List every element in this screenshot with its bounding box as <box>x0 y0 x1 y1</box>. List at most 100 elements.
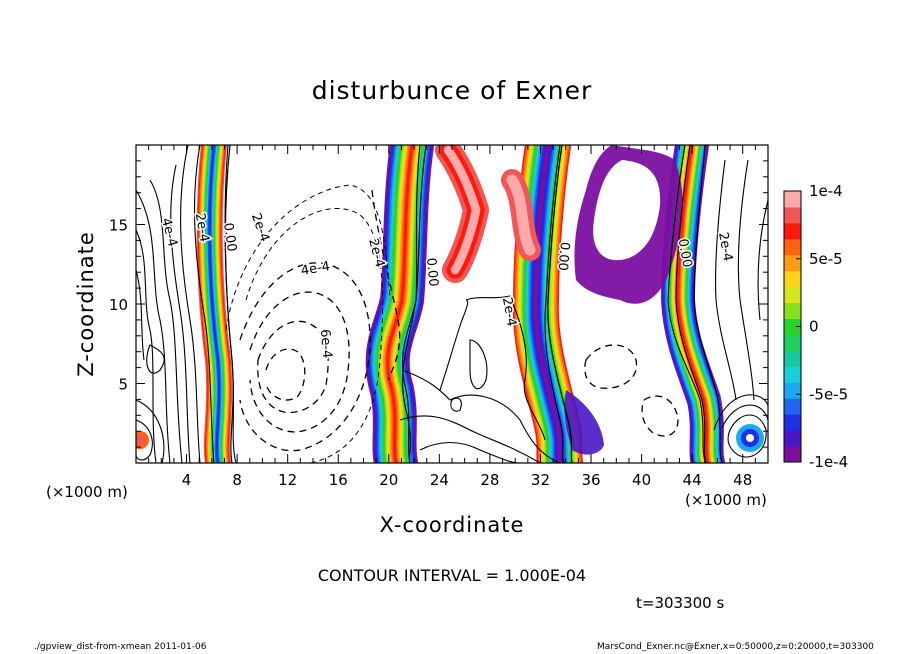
colorbar-swatch <box>784 366 801 383</box>
contour-label: 6e-4 <box>317 329 334 359</box>
colorbar-tick-label: -1e-4 <box>809 453 848 471</box>
dashed-contours <box>239 189 679 452</box>
contour-line <box>149 179 183 463</box>
color-band <box>564 390 604 455</box>
colorbar-swatch <box>784 238 801 256</box>
contour-line <box>136 229 157 463</box>
colorbar-swatch <box>784 191 801 208</box>
contour-line <box>180 145 201 463</box>
colorbar-swatch <box>784 414 801 431</box>
colorbar-swatch <box>784 382 801 399</box>
color-bands <box>136 145 764 463</box>
dashed-contours-thin <box>225 184 391 463</box>
contour-line <box>371 189 401 381</box>
contour-line <box>136 419 153 461</box>
colorbar: 1e-4 5e-5 0 -5e-5 -1e-4 <box>783 182 848 471</box>
colorbar-swatch <box>784 318 801 335</box>
colorbar-swatch <box>784 302 801 320</box>
contour-line <box>419 442 521 463</box>
contour-line <box>136 399 165 463</box>
plot-title: disturbunce of Exner <box>311 76 593 105</box>
colorbar-swatch <box>784 206 801 224</box>
contour-interval-label: CONTOUR INTERVAL = 1.000E-04 <box>317 566 587 585</box>
colorbar-swatch <box>784 254 801 272</box>
colorbar-swatch <box>784 446 801 463</box>
color-band <box>443 145 481 275</box>
contour-line <box>641 395 679 437</box>
color-band <box>534 145 562 463</box>
contour-label: 0.00 <box>423 257 440 287</box>
x-tick-label: 12 <box>278 471 297 489</box>
contour-line <box>249 291 350 433</box>
solid-contours <box>136 145 768 463</box>
contour-line <box>721 404 768 429</box>
colorbar-swatch <box>784 286 801 304</box>
contour-line <box>693 145 723 463</box>
x-tick-label: 24 <box>430 471 449 489</box>
color-band <box>593 160 661 261</box>
axis-ticks <box>136 145 768 463</box>
contour-label: 2e-4 <box>248 211 272 244</box>
contour-line <box>194 145 215 463</box>
time-label: t=303300 s <box>636 594 725 612</box>
contour-line <box>727 414 767 458</box>
x-tick-label: 28 <box>480 471 499 489</box>
colorbar-swatch <box>784 350 801 367</box>
colorbar-tick-label: -5e-5 <box>809 385 848 403</box>
x-tick-label: 8 <box>232 471 242 489</box>
contour-line <box>737 159 755 401</box>
colorbar-tick-label: 0 <box>809 318 819 336</box>
contour-line <box>544 145 565 463</box>
x-axis-label: X-coordinate <box>379 513 525 537</box>
footer-right: MarsCond_Exner.nc@Exner,x=0:50000,z=0:20… <box>597 642 874 652</box>
x-tick-label: 40 <box>632 471 651 489</box>
plot-area: 4e-4 2e-4 0.00 2e-4 4e-4 6e-4 2e-4 0.00 2e-4 0.00… <box>136 145 768 463</box>
x-unit-label-right: (×1000 m) <box>685 491 767 509</box>
contour-line <box>675 145 707 463</box>
color-band <box>746 434 754 442</box>
contour-labels: 4e-4 2e-4 0.00 2e-4 4e-4 6e-4 2e-4 0.00 2e-4 0.00… <box>156 210 736 361</box>
contour-line <box>245 207 384 463</box>
contour-line <box>401 369 561 463</box>
contour-line <box>667 145 707 463</box>
colorbar-tick-label: 1e-4 <box>809 182 843 200</box>
contour-label: 0.00 <box>675 238 695 269</box>
x-tick-label: 16 <box>329 471 348 489</box>
contour-line <box>170 164 191 463</box>
contour-label: 2e-4 <box>499 296 519 327</box>
contour-label: 2e-4 <box>192 212 212 243</box>
contour-line <box>715 159 737 401</box>
contour-line <box>257 320 329 414</box>
x-tick-label: 44 <box>683 471 702 489</box>
contour-line <box>265 348 306 401</box>
contour-line <box>465 295 546 441</box>
x-tick-label: 32 <box>531 471 550 489</box>
contour-line <box>401 145 421 463</box>
colorbar-tick-label: 5e-5 <box>809 250 843 268</box>
y-tick-label: 5 <box>118 376 128 394</box>
contour-label: 2e-4 <box>715 231 735 262</box>
colorbar-swatch <box>784 398 801 415</box>
x-unit-label: (×1000 m) <box>46 483 128 501</box>
color-band <box>208 145 221 463</box>
contour-line <box>450 397 462 412</box>
color-band <box>386 145 414 463</box>
contour-label: 4e-4 <box>300 259 331 279</box>
contour-line <box>136 189 171 463</box>
color-band <box>506 174 536 256</box>
y-tick-label: 15 <box>109 217 128 235</box>
contour-line <box>757 199 768 321</box>
colorbar-swatch <box>784 270 801 288</box>
contour-line <box>439 299 469 391</box>
contour-label: 0.00 <box>220 222 239 253</box>
contour-line <box>239 262 371 452</box>
y-tick-label: 10 <box>109 296 128 314</box>
x-tick-label: 48 <box>733 471 752 489</box>
color-band <box>676 145 710 463</box>
x-tick-label: 20 <box>379 471 398 489</box>
contour-line <box>146 344 165 374</box>
colorbar-swatch <box>784 334 801 351</box>
contour-line <box>136 269 145 361</box>
